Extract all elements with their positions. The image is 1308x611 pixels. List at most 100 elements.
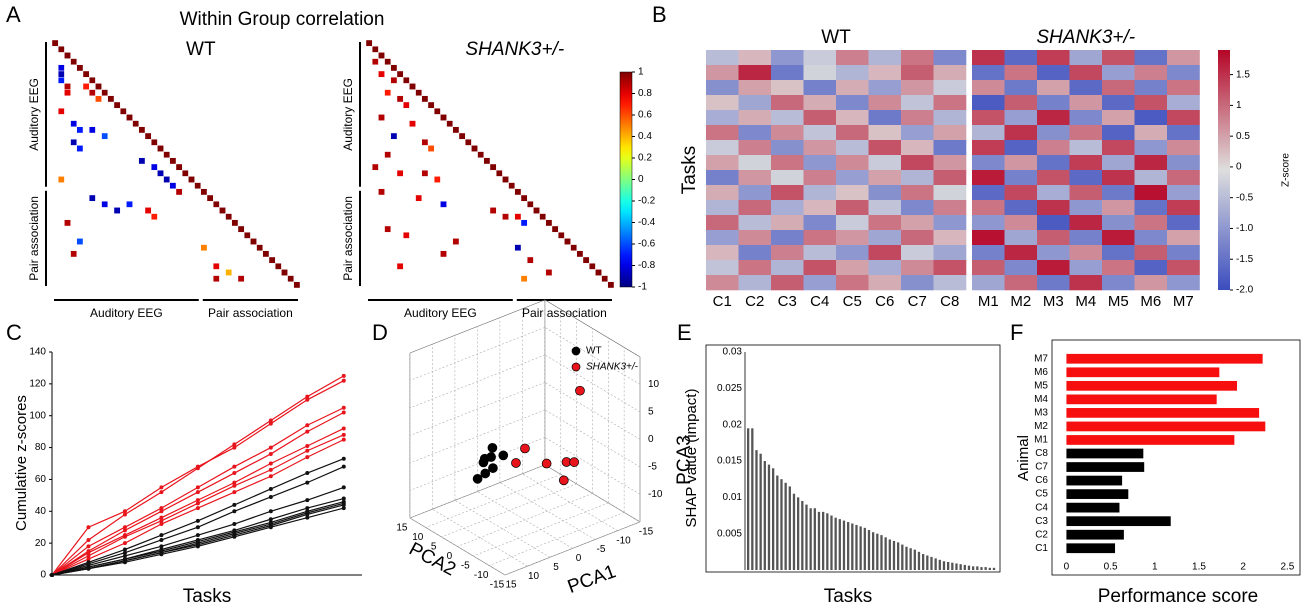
heatmap-cell xyxy=(1069,95,1103,111)
col-group-label: Pair association xyxy=(522,306,607,320)
correlation-cell xyxy=(58,70,65,78)
diagonal-cell xyxy=(502,176,509,183)
grid-line xyxy=(504,521,641,576)
correlation-cell xyxy=(514,244,522,252)
y-tick-label: 0 xyxy=(40,570,46,581)
plot-frame xyxy=(705,344,1001,573)
y-tick-label: C5 xyxy=(1035,489,1048,500)
heatmap-cell xyxy=(901,215,934,231)
column-label: M4 xyxy=(1075,293,1096,310)
bar xyxy=(930,556,933,570)
diagonal-cell xyxy=(76,64,84,72)
data-point xyxy=(232,509,237,514)
diagonal-cell xyxy=(64,52,71,59)
correlation-cell xyxy=(378,188,385,196)
correlation-cell xyxy=(101,132,108,140)
heatmap-cell xyxy=(1004,230,1038,246)
bar xyxy=(1066,380,1238,391)
data-point xyxy=(232,442,237,447)
heatmap-cell xyxy=(706,185,739,201)
heatmap-cell xyxy=(836,200,869,216)
column-label: C4 xyxy=(810,293,829,310)
diagonal-cell xyxy=(570,244,577,252)
data-point xyxy=(569,457,579,467)
heatmap-cell xyxy=(803,185,837,201)
heatmap-cell xyxy=(933,65,967,81)
grid-line xyxy=(409,382,546,436)
data-point xyxy=(305,443,310,448)
diagonal-cell xyxy=(564,238,571,245)
data-point xyxy=(232,522,237,527)
bar xyxy=(1066,353,1263,364)
heatmap-cell xyxy=(1102,110,1135,126)
diagonal-cell xyxy=(138,126,146,134)
diagonal-cell xyxy=(250,238,257,245)
column-label: M3 xyxy=(1043,293,1064,310)
heatmap-cell xyxy=(836,275,869,291)
heatmap-cell xyxy=(1004,275,1038,291)
heatmap-cell xyxy=(1134,260,1168,276)
data-point xyxy=(232,471,237,476)
heatmap-cell xyxy=(771,245,804,261)
correlation-cell xyxy=(403,101,410,109)
diagonal-cell xyxy=(107,95,115,103)
heatmap-cell xyxy=(771,185,804,201)
heatmap-cell xyxy=(803,125,837,141)
x-tick-label: 1.5 xyxy=(1192,562,1206,573)
grid-line xyxy=(544,409,641,468)
bar xyxy=(822,511,825,570)
correlation-cell xyxy=(489,207,497,214)
diagonal-cell xyxy=(390,64,398,72)
x-tick-label: -5 xyxy=(597,544,606,555)
heatmap-cell xyxy=(933,95,967,111)
bar xyxy=(934,558,937,570)
colorbar xyxy=(1218,50,1230,290)
heatmap-cell xyxy=(1004,245,1038,261)
heatmap-cell xyxy=(933,275,967,291)
heatmap-cell xyxy=(1102,95,1135,111)
heatmap-cell xyxy=(901,65,934,81)
heatmap-cell xyxy=(1167,215,1200,231)
heatmap-cell xyxy=(836,125,869,141)
heatmap-cell xyxy=(1102,65,1135,81)
heatmap-cell xyxy=(972,230,1005,246)
diagonal-cell xyxy=(163,151,171,159)
heatmap-cell xyxy=(803,80,837,96)
data-point xyxy=(159,490,164,495)
diagonal-cell xyxy=(287,275,295,283)
heatmap-cell xyxy=(1004,170,1038,186)
heatmap-cell xyxy=(1037,140,1070,156)
bar xyxy=(947,562,950,570)
heatmap-cell xyxy=(901,155,934,171)
data-point xyxy=(159,509,164,514)
y-tick-label: 80 xyxy=(35,442,47,453)
heatmap-cell xyxy=(771,200,804,216)
heatmap-cell xyxy=(901,260,934,276)
data-point xyxy=(122,550,127,555)
heatmap-cell xyxy=(972,260,1005,276)
y-axis-label: Cumulative z-scores xyxy=(13,395,30,531)
column-label: C1 xyxy=(713,293,732,310)
column-label: M1 xyxy=(978,293,999,310)
data-point xyxy=(232,502,237,507)
heatmap-cell xyxy=(933,200,967,216)
heatmap-cell xyxy=(1167,170,1200,186)
diagonal-cell xyxy=(262,250,270,258)
z-axis-label: PCA3 xyxy=(674,435,695,485)
bar xyxy=(747,428,750,570)
heatmap-cell xyxy=(771,260,804,276)
data-point xyxy=(122,534,127,539)
bar xyxy=(1066,421,1266,432)
bar xyxy=(1066,435,1235,445)
heatmap-cell xyxy=(771,170,804,186)
diagonal-cell xyxy=(150,138,158,146)
heatmap-cell xyxy=(1037,230,1070,246)
correlation-cell xyxy=(88,89,96,96)
heatmap-cell xyxy=(738,50,772,66)
colorbar-tick-label: -2.0 xyxy=(1236,285,1254,296)
heatmap-cell xyxy=(836,260,869,276)
x-tick-label: -15 xyxy=(639,527,654,538)
heatmap-cell xyxy=(1069,170,1103,186)
diagonal-cell xyxy=(489,163,497,171)
heatmap-cell xyxy=(868,95,902,111)
